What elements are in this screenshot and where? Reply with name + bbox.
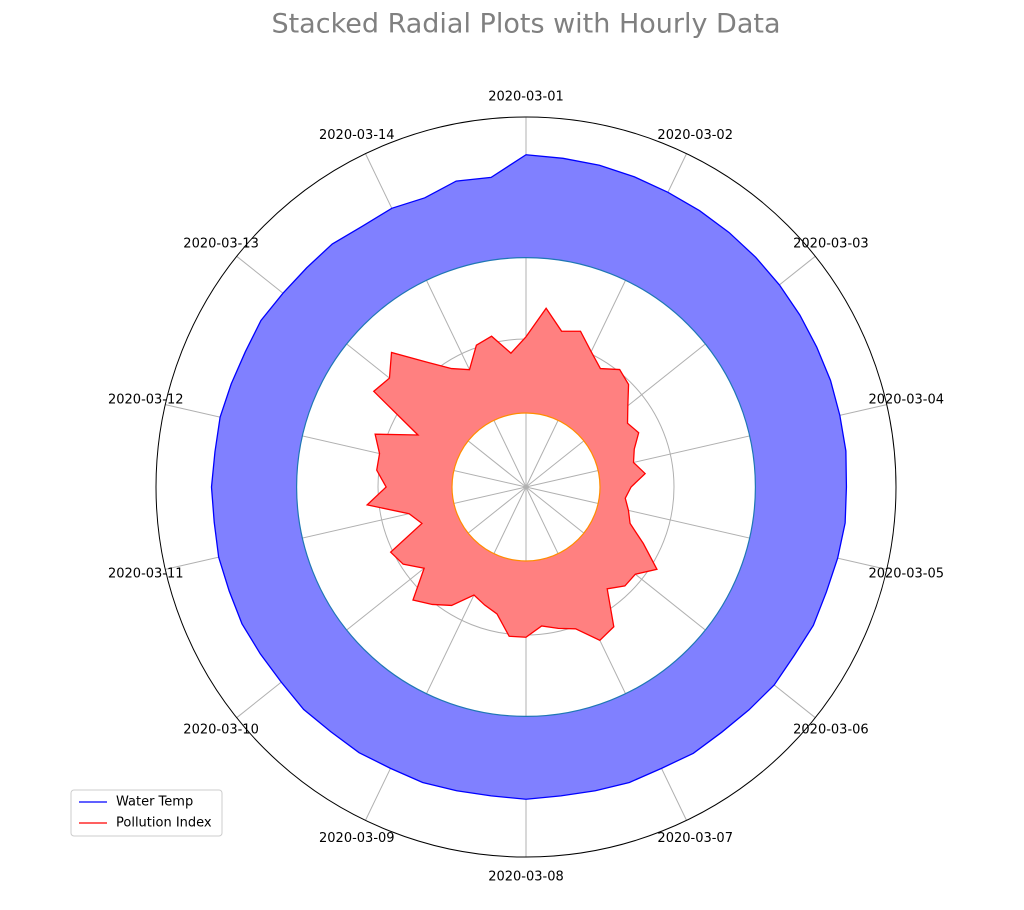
angular-tick-label: 2020-03-09 — [319, 831, 395, 846]
angular-tick-label: 2020-03-06 — [793, 723, 869, 738]
chart-title: Stacked Radial Plots with Hourly Data — [271, 9, 780, 40]
legend: Water Temp Pollution Index — [70, 789, 223, 837]
legend-label: Pollution Index — [116, 816, 212, 831]
polar-frame — [155, 116, 897, 858]
band-outline — [210, 154, 848, 800]
band-base — [451, 412, 601, 562]
angular-tick-label: 2020-03-08 — [488, 870, 564, 885]
band-fill — [367, 308, 657, 641]
angular-tick-label: 2020-03-12 — [108, 393, 184, 408]
band-base — [296, 257, 756, 717]
angular-tick-label: 2020-03-01 — [488, 90, 564, 105]
band-fill — [211, 154, 847, 800]
angular-tick-label: 2020-03-04 — [868, 393, 944, 408]
legend-frame — [70, 789, 223, 837]
angular-tick-label: 2020-03-03 — [793, 236, 869, 251]
legend-label: Water Temp — [116, 795, 193, 810]
angular-tick-label: 2020-03-11 — [108, 566, 184, 581]
angular-tick-label: 2020-03-07 — [657, 831, 733, 846]
angular-tick-label: 2020-03-02 — [657, 128, 733, 143]
angular-tick-label: 2020-03-13 — [183, 236, 259, 251]
angular-tick-label: 2020-03-14 — [319, 128, 395, 143]
band-outline — [365, 307, 658, 642]
angular-tick-label: 2020-03-05 — [868, 566, 944, 581]
angular-tick-label: 2020-03-10 — [183, 723, 259, 738]
